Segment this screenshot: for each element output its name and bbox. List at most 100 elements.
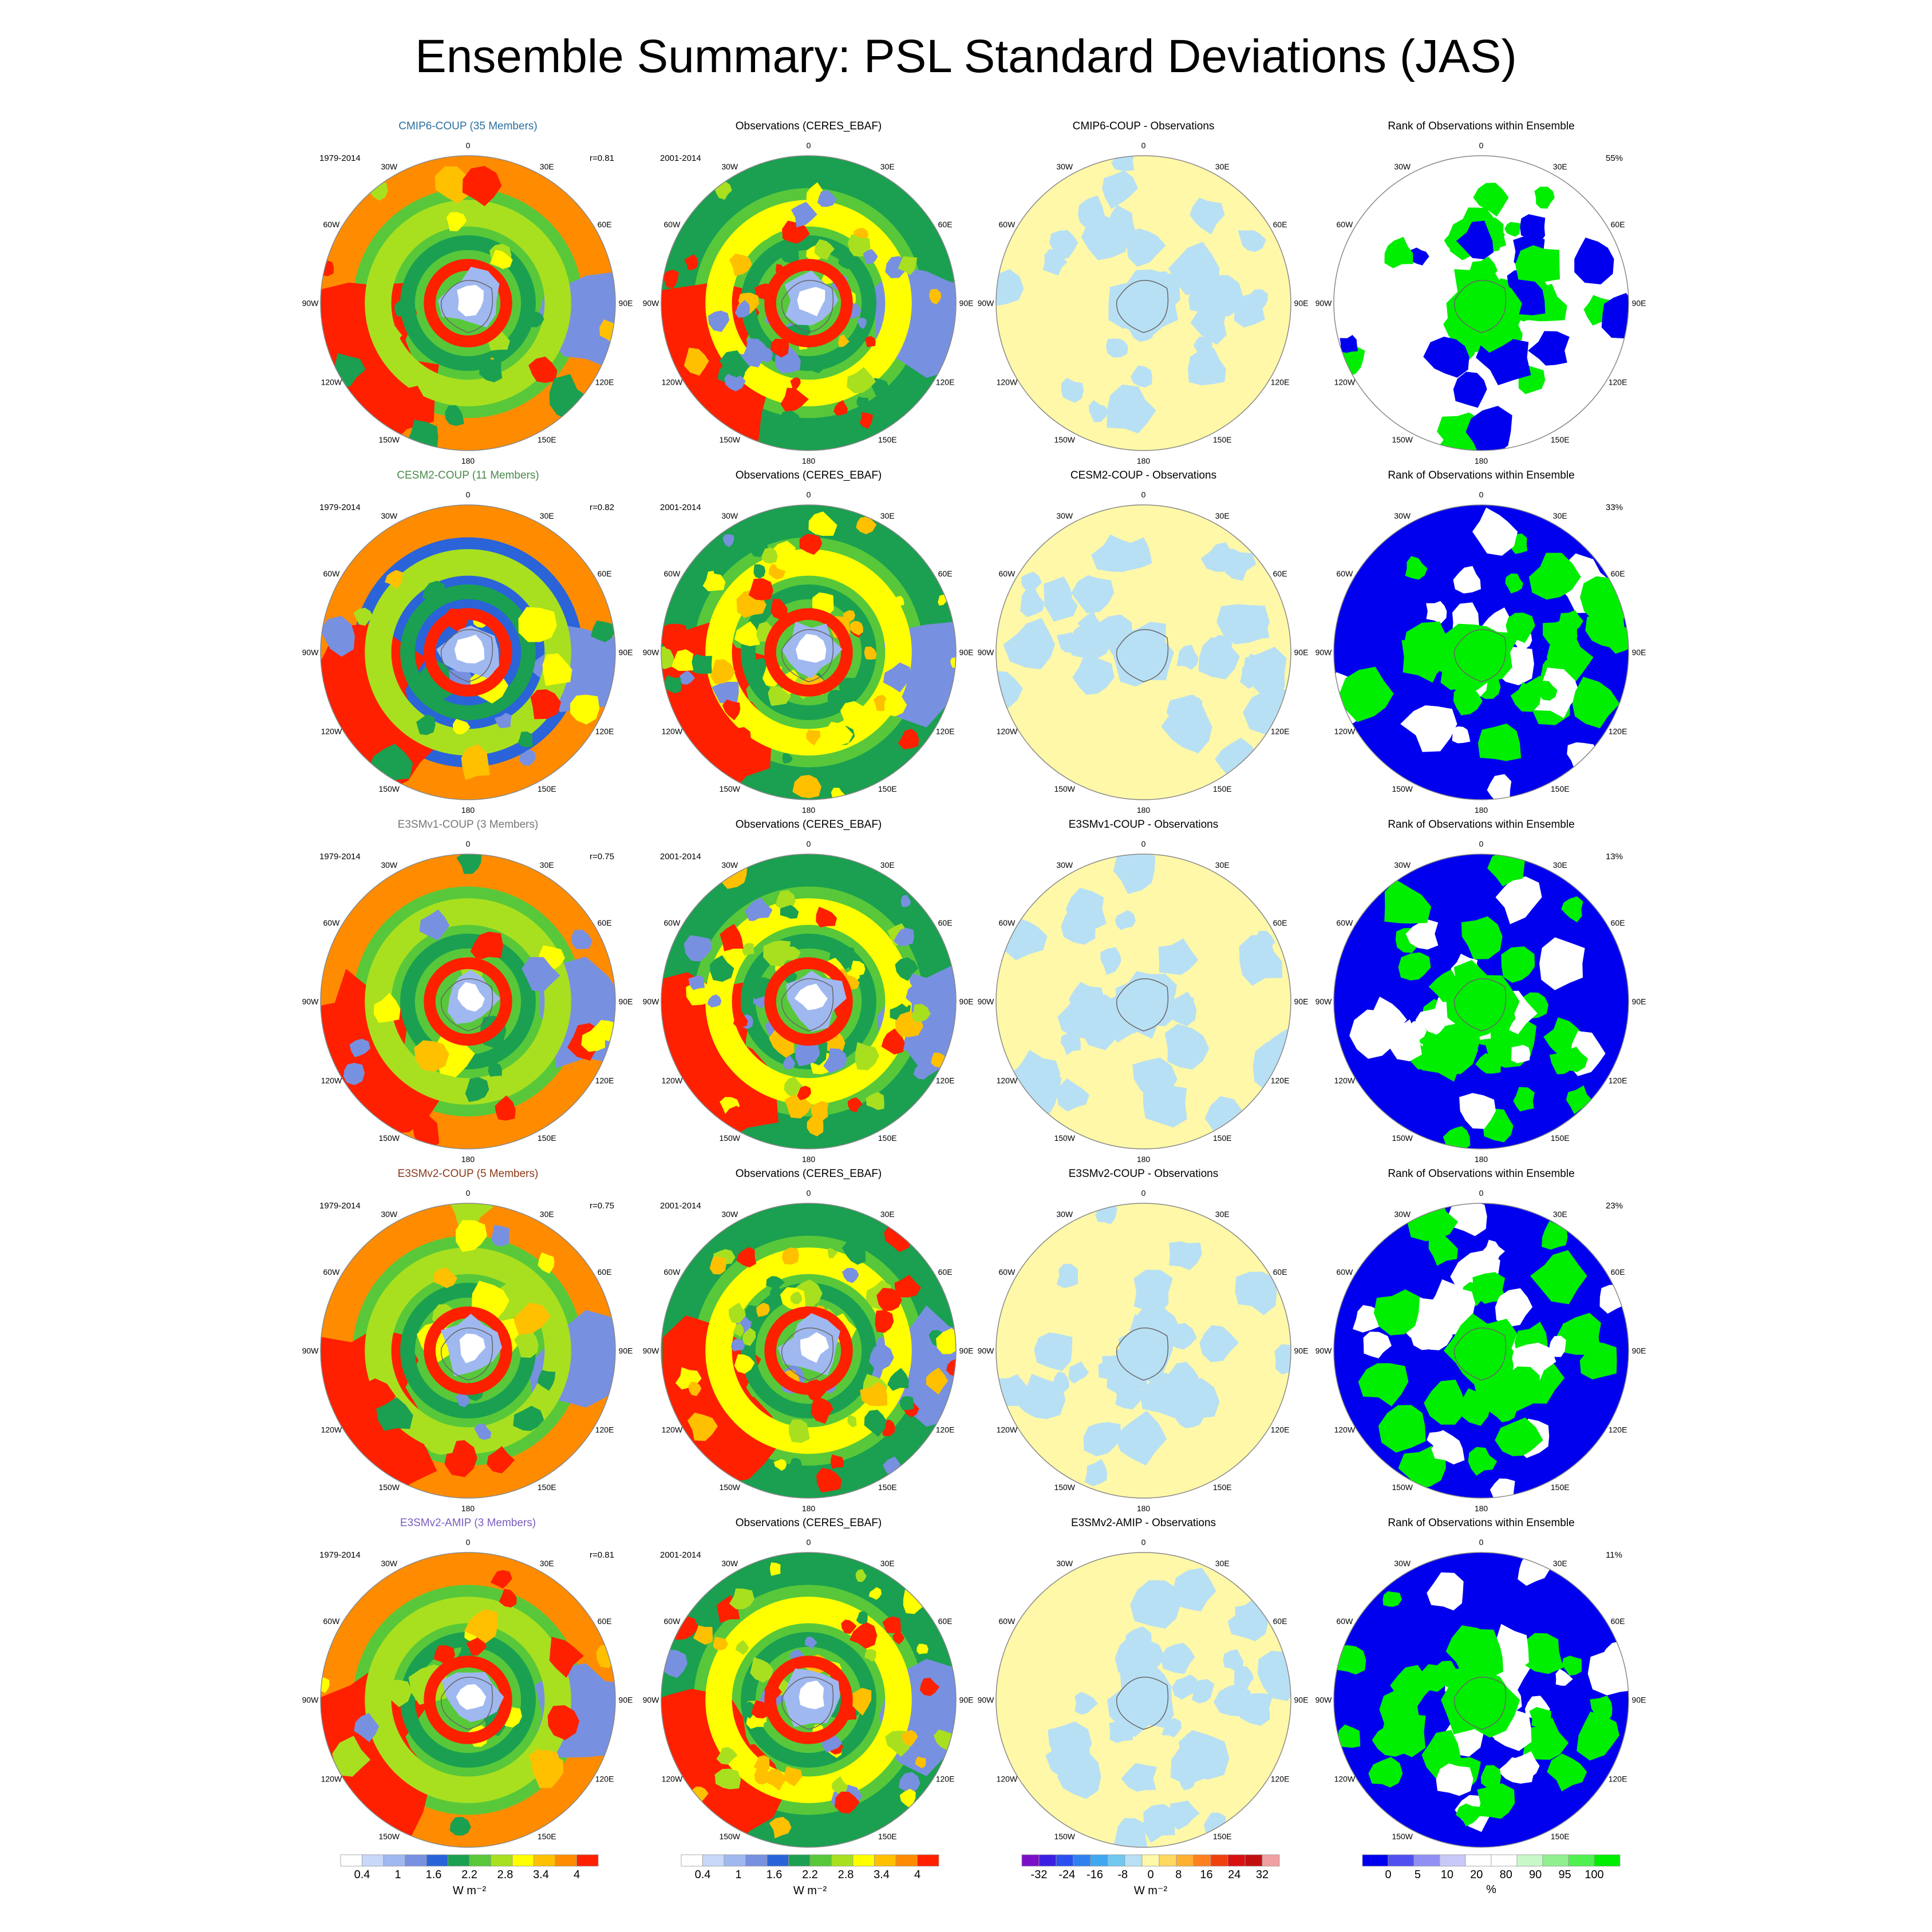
lon-label: 150E (1551, 1483, 1570, 1492)
lon-label: 180 (461, 456, 475, 465)
lon-label: 30W (1394, 860, 1411, 870)
lon-label: 150E (1551, 1133, 1570, 1143)
lon-label: 0 (1479, 490, 1484, 499)
lon-label: 150W (1054, 1133, 1075, 1143)
lon-label: 120E (936, 726, 955, 736)
lon-label: 150W (378, 435, 400, 444)
lon-label: 120E (936, 1774, 955, 1783)
colorbar-tick-label: 2.8 (837, 1868, 854, 1881)
lon-label: 30E (1553, 162, 1567, 171)
lon-label: 120W (997, 377, 1018, 386)
model-period: 1979-2014 (319, 503, 361, 512)
lon-label: 90W (1315, 648, 1333, 657)
diff-panel-title: CMIP6-COUP - Observations (1072, 120, 1215, 132)
lon-label: 30W (1056, 1559, 1073, 1568)
lon-label: 180 (1137, 1155, 1151, 1164)
lon-label: 30W (381, 511, 398, 520)
lon-label: 60E (938, 569, 953, 578)
colorbar-swatch (1594, 1854, 1621, 1867)
lon-label: 0 (1141, 490, 1146, 499)
lon-label: 150W (719, 1133, 740, 1143)
colorbar-swatch (383, 1854, 405, 1867)
colorbar-swatch (852, 1854, 875, 1867)
lon-label: 180 (461, 1504, 475, 1513)
lon-label: 180 (802, 456, 816, 465)
colorbar-tick-label: 1 (394, 1868, 401, 1881)
correlation-value: r=0.81 (590, 153, 614, 163)
colorbar-swatch (555, 1854, 577, 1867)
lon-label: 90E (1632, 1346, 1646, 1356)
colorbar-swatch (1124, 1854, 1143, 1867)
lon-label: 60W (323, 220, 341, 229)
rank-map-r3 (1334, 854, 1629, 1149)
lon-label: 120E (1609, 1076, 1627, 1085)
model-period: 1979-2014 (319, 153, 361, 163)
lon-label: 150E (878, 1832, 897, 1841)
lon-label: 30W (1056, 1210, 1073, 1219)
lon-label: 60E (1611, 1267, 1625, 1277)
lon-label: 90W (643, 299, 660, 308)
obs-map-r1 (661, 156, 956, 451)
colorbar-tick-label: -16 (1086, 1868, 1103, 1881)
lon-label: 90E (1632, 1696, 1646, 1705)
colorbar-tick-label: 1.6 (766, 1868, 783, 1881)
lon-label: 0 (1141, 839, 1146, 848)
lon-label: 60W (1337, 1617, 1354, 1626)
lon-label: 180 (461, 1155, 475, 1164)
colorbar-tick-label: 3.4 (533, 1868, 549, 1881)
lon-label: 0 (466, 839, 471, 848)
lon-label: 90W (1315, 997, 1333, 1006)
lon-label: 150E (538, 1133, 556, 1143)
lon-label: 60W (323, 1267, 341, 1277)
page-title: Ensemble Summary: PSL Standard Deviation… (415, 30, 1517, 82)
colorbar-swatch (1439, 1854, 1466, 1867)
lon-label: 0 (807, 1188, 811, 1198)
lon-label: 30W (721, 1559, 738, 1568)
diff-panel-title: E3SMv2-AMIP - Observations (1070, 1517, 1216, 1529)
lon-label: 90W (302, 1346, 319, 1356)
colorbar-unit: W m⁻² (452, 1884, 487, 1897)
lon-label: 120W (997, 1425, 1018, 1434)
lon-label: 60E (1611, 220, 1625, 229)
colorbar-tick-label: 80 (1499, 1868, 1512, 1881)
lon-label: 30W (1394, 162, 1411, 171)
lon-label: 150E (538, 1832, 556, 1841)
lon-label: 30W (721, 162, 738, 171)
lon-label: 60E (598, 569, 612, 578)
lon-label: 0 (1479, 1538, 1484, 1547)
lon-label: 60W (999, 1617, 1016, 1626)
obs-map-r4 (661, 1203, 956, 1498)
colorbar-swatch (1542, 1854, 1569, 1867)
lon-label: 150E (1551, 1832, 1570, 1841)
lon-label: 0 (1479, 839, 1484, 848)
lon-label: 90E (619, 299, 633, 308)
colorbar-swatch (1056, 1854, 1074, 1867)
colorbar-tick-label: 2.8 (497, 1868, 513, 1881)
colorbar-tick-label: 4 (573, 1868, 580, 1881)
lon-label: 120E (1271, 1425, 1290, 1434)
colorbar-tick-label: 0.4 (354, 1868, 370, 1881)
lon-label: 150E (1551, 784, 1570, 793)
lon-label: 120W (662, 726, 683, 736)
colorbar-tick-label: 1.6 (425, 1868, 442, 1881)
model-period: 1979-2014 (319, 1201, 361, 1211)
lon-label: 30W (721, 1210, 738, 1219)
lon-label: 180 (802, 1155, 816, 1164)
obs-panel-title: Observations (CERES_EBAF) (735, 120, 882, 132)
colorbar-swatch (1227, 1854, 1246, 1867)
lon-label: 90E (1294, 648, 1309, 657)
lon-label: 60E (1273, 569, 1287, 578)
colorbar-tick-label: 4 (914, 1868, 921, 1881)
lon-label: 90W (643, 648, 660, 657)
lon-label: 0 (1479, 141, 1484, 150)
lon-label: 90E (1632, 648, 1646, 657)
lon-label: 150W (378, 1133, 400, 1143)
lon-label: 30E (1215, 162, 1230, 171)
colorbar-tick-label: -8 (1117, 1868, 1128, 1881)
lon-label: 150E (878, 435, 897, 444)
model-map-r4 (321, 1203, 615, 1498)
lon-label: 180 (1137, 456, 1151, 465)
lon-label: 30W (1394, 1559, 1411, 1568)
lon-label: 30W (1056, 162, 1073, 171)
lon-label: 30E (1553, 511, 1567, 520)
